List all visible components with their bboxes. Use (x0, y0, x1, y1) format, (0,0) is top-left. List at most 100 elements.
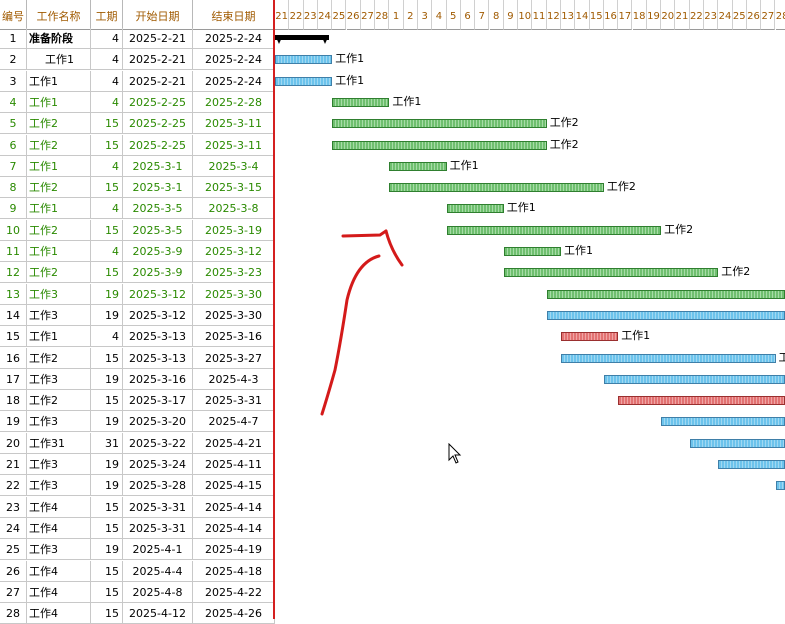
cell-end-date[interactable]: 2025-4-7 (193, 411, 275, 432)
cell-no[interactable]: 19 (0, 411, 27, 432)
cell-end-date[interactable]: 2025-4-15 (193, 475, 275, 496)
cell-end-date[interactable]: 2025-4-14 (193, 518, 275, 539)
cell-end-date[interactable]: 2025-3-12 (193, 241, 275, 262)
cell-name[interactable]: 工作1 (27, 71, 91, 92)
cell-duration[interactable]: 4 (91, 92, 123, 113)
cell-no[interactable]: 21 (0, 454, 27, 475)
cell-no[interactable]: 27 (0, 582, 27, 603)
gantt-bar[interactable] (618, 396, 785, 405)
cell-start-date[interactable]: 2025-3-9 (123, 241, 193, 262)
cell-start-date[interactable]: 2025-3-12 (123, 305, 193, 326)
cell-duration[interactable]: 4 (91, 241, 123, 262)
cell-end-date[interactable]: 2025-2-24 (193, 49, 275, 70)
cell-start-date[interactable]: 2025-3-9 (123, 262, 193, 283)
cell-start-date[interactable]: 2025-2-25 (123, 113, 193, 134)
gantt-bar[interactable] (504, 268, 719, 277)
cell-name[interactable]: 工作1 (27, 326, 91, 347)
cell-start-date[interactable]: 2025-3-5 (123, 220, 193, 241)
cell-duration[interactable]: 19 (91, 369, 123, 390)
cell-name[interactable]: 工作2 (27, 262, 91, 283)
cell-duration[interactable]: 4 (91, 71, 123, 92)
cell-start-date[interactable]: 2025-3-17 (123, 390, 193, 411)
cell-end-date[interactable]: 2025-3-4 (193, 156, 275, 177)
cell-start-date[interactable]: 2025-4-8 (123, 582, 193, 603)
cell-name[interactable]: 工作3 (27, 411, 91, 432)
cell-no[interactable]: 1 (0, 28, 27, 49)
cell-duration[interactable]: 15 (91, 518, 123, 539)
cell-no[interactable]: 26 (0, 561, 27, 582)
cell-end-date[interactable]: 2025-3-19 (193, 220, 275, 241)
gantt-bar[interactable] (275, 77, 332, 86)
gantt-bar[interactable] (389, 162, 446, 171)
cell-duration[interactable]: 31 (91, 433, 123, 454)
cell-name[interactable]: 工作3 (27, 539, 91, 560)
gantt-bar[interactable] (447, 226, 662, 235)
cell-duration[interactable]: 4 (91, 326, 123, 347)
cell-name[interactable]: 工作4 (27, 561, 91, 582)
cell-start-date[interactable]: 2025-3-31 (123, 497, 193, 518)
cell-start-date[interactable]: 2025-3-5 (123, 198, 193, 219)
cell-start-date[interactable]: 2025-2-21 (123, 71, 193, 92)
gantt-bar[interactable] (547, 311, 785, 320)
cell-no[interactable]: 8 (0, 177, 27, 198)
cell-start-date[interactable]: 2025-3-1 (123, 156, 193, 177)
cell-name[interactable]: 工作2 (27, 348, 91, 369)
gantt-bar[interactable] (690, 439, 785, 448)
cell-duration[interactable]: 19 (91, 454, 123, 475)
cell-no[interactable]: 7 (0, 156, 27, 177)
cell-duration[interactable]: 19 (91, 305, 123, 326)
cell-end-date[interactable]: 2025-3-11 (193, 113, 275, 134)
cell-end-date[interactable]: 2025-4-18 (193, 561, 275, 582)
cell-name[interactable]: 工作4 (27, 497, 91, 518)
cell-start-date[interactable]: 2025-4-1 (123, 539, 193, 560)
cell-start-date[interactable]: 2025-3-20 (123, 411, 193, 432)
cell-start-date[interactable]: 2025-2-25 (123, 135, 193, 156)
cell-duration[interactable]: 19 (91, 284, 123, 305)
cell-name[interactable]: 工作2 (27, 177, 91, 198)
cell-duration[interactable]: 15 (91, 603, 123, 624)
cell-end-date[interactable]: 2025-3-27 (193, 348, 275, 369)
gantt-bar[interactable] (504, 247, 561, 256)
cell-name[interactable]: 工作2 (27, 135, 91, 156)
cell-no[interactable]: 14 (0, 305, 27, 326)
cell-end-date[interactable]: 2025-2-28 (193, 92, 275, 113)
cell-name[interactable]: 工作3 (27, 305, 91, 326)
cell-duration[interactable]: 19 (91, 539, 123, 560)
cell-no[interactable]: 20 (0, 433, 27, 454)
header-end-date[interactable]: 结束日期 (193, 0, 275, 30)
cell-end-date[interactable]: 2025-4-19 (193, 539, 275, 560)
cell-end-date[interactable]: 2025-2-24 (193, 28, 275, 49)
cell-name[interactable]: 工作3 (27, 284, 91, 305)
cell-duration[interactable]: 4 (91, 28, 123, 49)
cell-duration[interactable]: 15 (91, 497, 123, 518)
cell-end-date[interactable]: 2025-3-30 (193, 305, 275, 326)
gantt-bar[interactable] (718, 460, 785, 469)
cell-start-date[interactable]: 2025-3-13 (123, 326, 193, 347)
gantt-bar[interactable] (661, 417, 785, 426)
cell-end-date[interactable]: 2025-2-24 (193, 71, 275, 92)
cell-no[interactable]: 9 (0, 198, 27, 219)
cell-no[interactable]: 25 (0, 539, 27, 560)
cell-name[interactable]: 工作1 (27, 49, 91, 70)
cell-end-date[interactable]: 2025-4-14 (193, 497, 275, 518)
cell-end-date[interactable]: 2025-4-22 (193, 582, 275, 603)
cell-start-date[interactable]: 2025-2-21 (123, 49, 193, 70)
cell-no[interactable]: 16 (0, 348, 27, 369)
cell-duration[interactable]: 15 (91, 113, 123, 134)
cell-duration[interactable]: 15 (91, 348, 123, 369)
gantt-bar[interactable] (604, 375, 785, 384)
header-name[interactable]: 工作名称 (27, 0, 91, 30)
cell-name[interactable]: 工作1 (27, 241, 91, 262)
header-start-date[interactable]: 开始日期 (123, 0, 193, 30)
cell-duration[interactable]: 15 (91, 390, 123, 411)
